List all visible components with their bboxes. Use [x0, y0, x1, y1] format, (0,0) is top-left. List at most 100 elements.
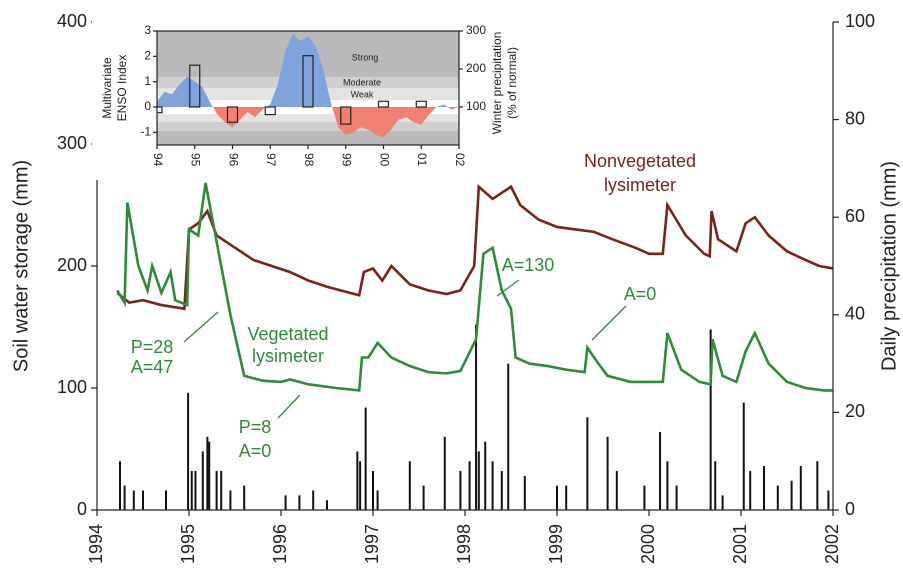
inset-x-tick-label: 94	[151, 153, 165, 167]
precip-bar	[659, 431, 662, 510]
precip-bar	[364, 407, 367, 510]
precip-bar	[507, 363, 510, 510]
inset-y-tick-label: 0	[144, 99, 151, 113]
annotation: Vegetated	[247, 324, 328, 344]
band-label: Moderate	[343, 77, 381, 87]
soil-water-line	[116, 183, 834, 311]
precip-bar	[187, 392, 190, 510]
annotation: P=28	[131, 337, 174, 357]
precip-bar	[475, 324, 478, 510]
y2-tick-label: 80	[845, 108, 865, 128]
annotation-arrow	[496, 279, 520, 297]
band-label: Weak	[351, 89, 374, 99]
inset-x-tick-label: 96	[226, 153, 240, 167]
precip-bar	[709, 329, 712, 510]
precip-bar	[749, 470, 752, 510]
precip-bar	[556, 485, 558, 510]
winter-precip-bar	[226, 106, 239, 123]
precip-bar	[714, 461, 717, 510]
precip-bar	[215, 470, 218, 510]
precip-bar	[312, 490, 315, 510]
precip-bar	[666, 461, 669, 510]
x-tick-label: 1998	[454, 524, 474, 564]
winter-precip-bar	[340, 106, 352, 125]
precip-bar	[298, 495, 301, 510]
annotation: A=130	[502, 255, 555, 275]
precip-bar	[326, 500, 328, 510]
precip-bar	[142, 490, 144, 510]
precip-bar	[586, 417, 589, 510]
annotation: P=8	[239, 417, 272, 437]
x-tick-label: 2000	[638, 524, 658, 564]
annotation-arrow	[183, 311, 219, 343]
x-tick-label: 1999	[546, 524, 566, 564]
annotation: A=0	[624, 284, 657, 304]
precip-bar	[119, 461, 121, 510]
winter-precip-bar	[264, 106, 276, 116]
y2-tick-label: 20	[845, 401, 865, 421]
inset-y2-tick-label: 200	[466, 61, 486, 75]
annotation: lysimeter	[252, 346, 324, 366]
precip-bar	[208, 441, 211, 510]
inset-y-label: Multivariate	[100, 57, 114, 119]
x-tick-label: 2001	[730, 524, 750, 564]
precip-bar	[459, 470, 462, 510]
x-tick-label: 2002	[822, 524, 842, 564]
precip-bar	[484, 441, 487, 510]
precip-bar	[284, 495, 287, 510]
precip-bar	[190, 470, 193, 510]
precip-bar	[790, 480, 793, 510]
precip-bar	[372, 470, 374, 510]
inset-y-label: ENSO Index	[115, 55, 129, 122]
inset-x-tick-label: 98	[302, 153, 316, 167]
inset-y-tick-label: 2	[144, 49, 151, 63]
precip-bar	[491, 461, 494, 510]
y-tick-label: 200	[57, 255, 87, 275]
soil-water-line	[116, 182, 833, 392]
annotation-arrow	[277, 394, 301, 419]
inset-y-tick-label: 1	[144, 74, 151, 88]
annotation: A=47	[131, 357, 174, 377]
annotation-arrow	[591, 305, 627, 341]
inset-x-tick-label: 02	[453, 153, 467, 167]
band-weak	[157, 114, 459, 122]
precip-bar	[243, 485, 246, 510]
precip-bar	[206, 436, 209, 510]
x-tick-label: 1994	[86, 524, 106, 564]
precip-bar	[643, 485, 646, 510]
precip-bar	[422, 485, 425, 510]
y-tick-label: 100	[57, 377, 87, 397]
precip-bar	[165, 490, 167, 510]
precip-bar	[376, 490, 379, 510]
precip-bar	[742, 402, 745, 510]
precip-bar	[468, 461, 471, 510]
y-tick-label: 300	[57, 133, 87, 153]
inset-y2-tick-label: 300	[466, 23, 486, 37]
precip-bar	[565, 485, 568, 510]
x-tick-label: 1997	[362, 524, 382, 564]
precip-bar	[721, 495, 724, 510]
y2-tick-label: 100	[845, 11, 875, 31]
precip-bar	[523, 475, 526, 510]
precip-bar	[500, 470, 503, 510]
precip-bar	[827, 490, 830, 510]
winter-precip-bar	[415, 100, 427, 108]
winter-precip-bar	[377, 100, 390, 108]
y2-tick-label: 60	[845, 206, 865, 226]
y-tick-label: 0	[77, 499, 87, 519]
y2-tick-label: 0	[845, 499, 855, 519]
inset-y-tick-label: -1	[140, 125, 151, 139]
precip-bar	[220, 470, 223, 510]
x-tick-label: 1995	[178, 524, 198, 564]
precip-bar	[763, 466, 765, 510]
annotation: lysimeter	[604, 175, 676, 195]
precip-bar	[675, 485, 678, 510]
x-tick-label: 1996	[270, 524, 290, 564]
inset-y2-label: Winter precipitation	[490, 32, 504, 135]
precip-bar	[194, 470, 197, 510]
y-tick-label: 400	[57, 11, 87, 31]
